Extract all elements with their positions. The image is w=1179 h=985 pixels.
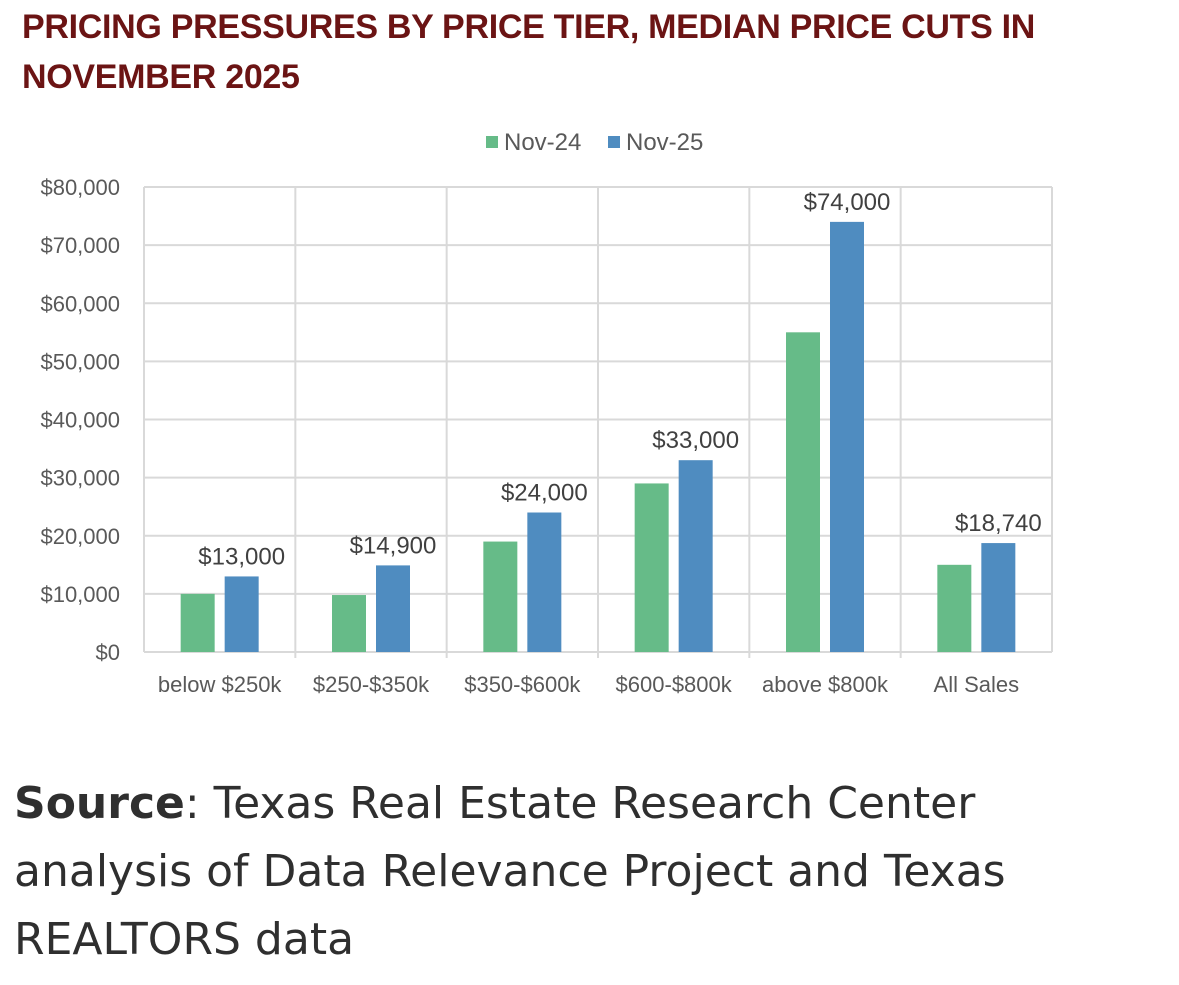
data-label: $33,000 [652, 427, 739, 454]
bar-nov-24-below-250k [180, 593, 215, 652]
source-text: : Texas Real Estate Research Center anal… [14, 778, 1006, 965]
y-tick-label: $50,000 [40, 349, 120, 374]
legend-label-nov-25: Nov-25 [626, 129, 703, 156]
y-tick-label: $60,000 [40, 291, 120, 316]
bar-nov-25-below-250k [224, 576, 259, 652]
bar-chart: $0 $10,000 $20,000 $30,000 $40,000 $50,000 $60… [40, 129, 1053, 697]
y-tick-label: $40,000 [40, 408, 120, 433]
y-tick-label: $0 [96, 640, 120, 665]
y-tick-label: $20,000 [40, 524, 120, 549]
x-tick-label: below $250k [158, 672, 283, 697]
y-tick-label: $70,000 [40, 233, 120, 258]
y-tick-label: $30,000 [40, 466, 120, 491]
x-tick-label: above $800k [762, 672, 889, 697]
x-tick-label: All Sales [934, 672, 1020, 697]
bar-nov-24-above-800k [786, 332, 820, 652]
bar-nov-25-250-350k [376, 565, 410, 652]
bar-nov-24-350-600k [483, 541, 518, 652]
legend-label-nov-24: Nov-24 [504, 129, 581, 156]
data-label: $18,740 [955, 510, 1042, 537]
data-label: $74,000 [804, 189, 891, 216]
y-tick-label: $10,000 [40, 582, 120, 607]
y-tick-label: $80,000 [40, 175, 120, 200]
bar-nov-24-all-sales [937, 564, 972, 652]
bar-nov-24-600-800k [634, 483, 669, 652]
bar-nov-25-600-800k [678, 460, 713, 652]
bar-nov-24-250-350k [332, 595, 366, 652]
chart-title: PRICING PRESSURES BY PRICE TIER, MEDIAN … [22, 8, 1036, 96]
x-tick-label: $600-$800k [616, 672, 733, 697]
data-label: $24,000 [501, 480, 588, 507]
bar-nov-25-above-800k [830, 221, 864, 652]
source-label: Source [14, 778, 185, 829]
legend-swatch-nov-24 [486, 136, 498, 148]
bar-nov-25-350-600k [527, 512, 562, 652]
data-label: $13,000 [198, 543, 285, 570]
x-tick-label: $250-$350k [313, 672, 430, 697]
legend-swatch-nov-25 [608, 136, 620, 148]
bar-nov-25-all-sales [981, 543, 1016, 652]
data-label: $14,900 [350, 532, 437, 559]
source-note: Source: Texas Real Estate Research Cente… [14, 770, 1164, 974]
x-tick-label: $350-$600k [464, 672, 581, 697]
